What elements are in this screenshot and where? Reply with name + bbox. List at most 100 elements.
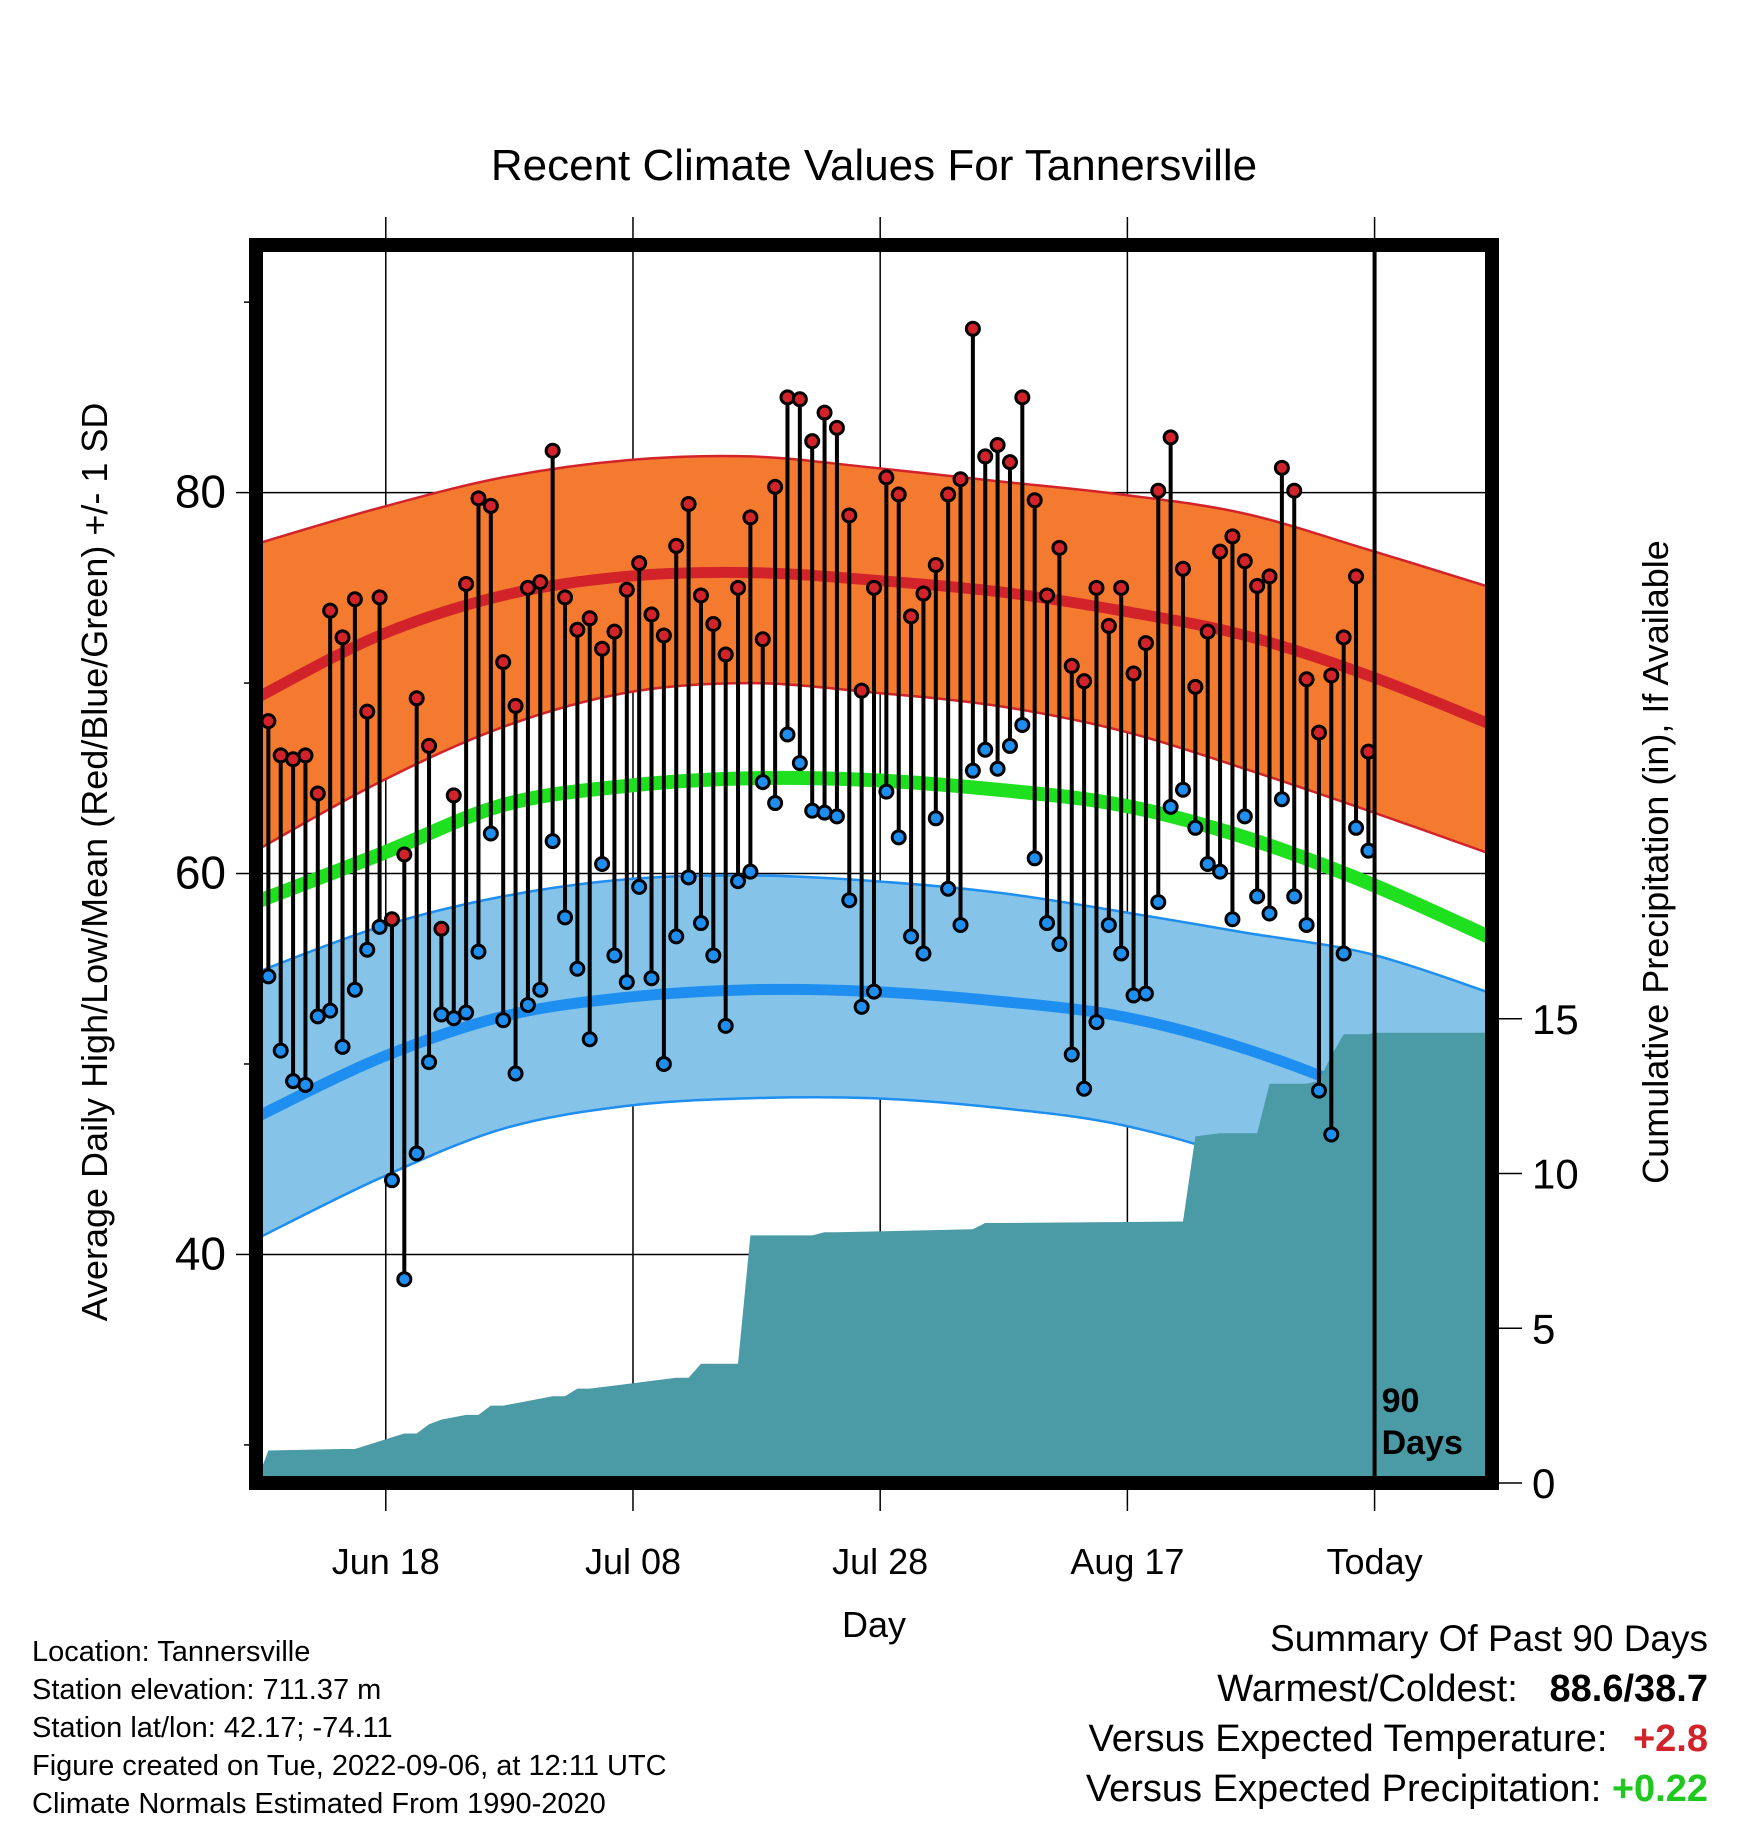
daily-low-point (1063, 1046, 1080, 1063)
daily-low-point (309, 1008, 326, 1025)
daily-high-point (940, 486, 957, 503)
daily-low-point (890, 829, 907, 846)
daily-high-point (655, 627, 672, 644)
daily-low-point (742, 863, 759, 880)
daily-low-point (359, 941, 376, 958)
daily-high-point (334, 629, 351, 646)
daily-low-point (1014, 716, 1031, 733)
daily-low-point (1026, 850, 1043, 867)
daily-high-point (1162, 429, 1179, 446)
daily-high-point (1224, 528, 1241, 545)
daily-low-point (519, 996, 536, 1013)
daily-high-point (495, 654, 512, 671)
daily-high-point (458, 576, 475, 593)
daily-high-point (742, 509, 759, 526)
daily-low-point (1348, 819, 1365, 836)
daily-low-point (1286, 888, 1303, 905)
daily-low-point (1298, 916, 1315, 933)
daily-high-point (804, 433, 821, 450)
daily-low-point (1335, 945, 1352, 962)
daily-high-point (767, 478, 784, 495)
daily-high-point (1063, 657, 1080, 674)
warmest-coldest-row: Warmest/Coldest: 88.6/38.7 (1217, 1668, 1708, 1710)
low-sd-band (256, 875, 1492, 1297)
daily-low-point (1199, 856, 1216, 872)
daily-low-point (705, 947, 722, 964)
daily-low-point (383, 1172, 400, 1189)
precip-delta-value: +0.22 (1611, 1768, 1708, 1810)
daily-high-point (1076, 673, 1093, 690)
temp-delta-label: Versus Expected Temperature: (1088, 1718, 1608, 1760)
daily-high-point (1026, 492, 1043, 509)
daily-high-point (668, 537, 685, 554)
daily-high-point (618, 581, 635, 598)
daily-low-point (421, 1054, 438, 1071)
daily-high-point (631, 555, 648, 572)
y-tick-label: 80 (175, 466, 226, 518)
daily-low-point (853, 998, 870, 1015)
precip-delta-label: Versus Expected Precipitation: (1085, 1768, 1602, 1810)
daily-low-point (1162, 798, 1179, 815)
daily-low-point (1236, 808, 1253, 825)
daily-high-point (964, 320, 981, 337)
daily-low-point (322, 1002, 339, 1019)
daily-low-point (581, 1031, 598, 1048)
daily-low-point (1113, 945, 1130, 962)
daily-low-point (557, 909, 573, 926)
x-tick-label: Jun 18 (332, 1541, 440, 1582)
daily-high-point (828, 419, 845, 436)
daily-low-point (334, 1038, 351, 1055)
daily-low-point (692, 915, 709, 932)
y-tick-label: 60 (175, 847, 226, 899)
daily-high-point (903, 608, 920, 625)
y-axis-label: Average Daily High/Low/Mean (Red/Blue/Gr… (74, 403, 115, 1322)
daily-low-point (878, 783, 895, 800)
daily-high-point (346, 591, 363, 608)
daily-low-point (272, 1042, 289, 1059)
daily-high-point (532, 574, 549, 591)
x-tick-label: Jul 28 (832, 1541, 928, 1582)
location-text: Location: Tannersville (32, 1636, 311, 1668)
daily-low-point (730, 873, 747, 890)
daily-low-point (495, 1012, 512, 1029)
daily-low-point (903, 928, 920, 945)
daily-high-point (309, 785, 326, 802)
daily-high-point (915, 585, 932, 602)
daily-high-point (1236, 553, 1253, 570)
period-label: 90 Days (1382, 1382, 1463, 1462)
daily-low-point (977, 741, 994, 758)
daily-high-point (1212, 543, 1229, 560)
daily-high-point (1051, 539, 1068, 556)
daily-high-point (791, 391, 808, 408)
daily-low-point (828, 808, 845, 825)
daily-high-point (866, 579, 882, 596)
daily-low-point (1224, 911, 1241, 928)
daily-low-point (631, 878, 648, 895)
daily-low-point (408, 1145, 425, 1162)
daily-high-point (507, 697, 524, 714)
x-tick-label: Today (1327, 1541, 1423, 1582)
daily-low-point (507, 1065, 524, 1082)
daily-high-point (1100, 617, 1117, 634)
y-tick-label: 40 (175, 1227, 226, 1279)
daily-high-point (643, 606, 660, 623)
daily-low-point (346, 981, 363, 998)
daily-high-point (1286, 482, 1303, 499)
y2-tick-label: 5 (1532, 1305, 1555, 1352)
daily-high-point (754, 631, 771, 648)
daily-high-point (692, 587, 709, 604)
daily-high-point (1088, 579, 1105, 596)
latlon-text: Station lat/lon: 42.17; -74.11 (32, 1712, 393, 1744)
daily-high-point (519, 579, 536, 596)
daily-high-point (1125, 665, 1142, 682)
daily-high-point (606, 623, 623, 640)
daily-high-point (1348, 568, 1365, 585)
daily-high-point (544, 442, 561, 459)
daily-low-point (791, 755, 808, 772)
daily-low-point (396, 1271, 413, 1288)
daily-low-point (1323, 1126, 1340, 1143)
daily-high-point (445, 787, 462, 804)
daily-low-point (927, 810, 944, 827)
daily-low-point (767, 795, 784, 812)
daily-high-point (482, 497, 499, 514)
